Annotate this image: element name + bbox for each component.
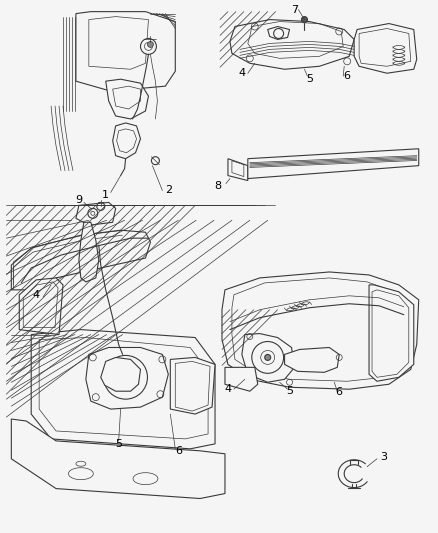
Text: 5: 5 (286, 386, 293, 396)
Polygon shape (79, 222, 99, 282)
Circle shape (264, 354, 270, 360)
Text: 1: 1 (102, 190, 109, 200)
Polygon shape (241, 334, 294, 382)
Polygon shape (86, 348, 168, 409)
Text: 7: 7 (290, 5, 297, 14)
Circle shape (140, 38, 156, 54)
Text: 3: 3 (380, 452, 387, 462)
Polygon shape (230, 20, 353, 69)
Polygon shape (227, 159, 247, 181)
Text: 6: 6 (174, 446, 181, 456)
Circle shape (147, 42, 153, 47)
Text: 5: 5 (115, 439, 122, 449)
Polygon shape (267, 27, 289, 39)
Text: 6: 6 (335, 387, 342, 397)
Polygon shape (31, 329, 215, 449)
Circle shape (88, 208, 98, 219)
Text: 9: 9 (75, 196, 82, 205)
Polygon shape (11, 419, 224, 498)
Text: 4: 4 (32, 290, 40, 300)
Polygon shape (224, 367, 257, 391)
Polygon shape (247, 149, 418, 179)
Polygon shape (222, 272, 418, 389)
Text: 5: 5 (305, 74, 312, 84)
Text: 4: 4 (238, 68, 245, 78)
Polygon shape (106, 79, 148, 119)
Circle shape (251, 342, 283, 373)
Polygon shape (170, 358, 215, 414)
Circle shape (103, 356, 147, 399)
Polygon shape (353, 23, 416, 73)
Text: 4: 4 (224, 384, 231, 394)
Text: 8: 8 (214, 181, 221, 190)
Circle shape (113, 365, 137, 389)
Polygon shape (284, 348, 339, 373)
Polygon shape (11, 230, 150, 290)
Circle shape (273, 28, 283, 38)
Polygon shape (76, 12, 175, 91)
Polygon shape (113, 123, 140, 159)
Polygon shape (76, 203, 115, 225)
Circle shape (120, 373, 130, 382)
Polygon shape (19, 278, 63, 335)
Polygon shape (101, 358, 140, 391)
Text: 2: 2 (164, 185, 172, 196)
Text: 6: 6 (343, 71, 350, 81)
Circle shape (301, 17, 307, 22)
Polygon shape (368, 285, 413, 381)
